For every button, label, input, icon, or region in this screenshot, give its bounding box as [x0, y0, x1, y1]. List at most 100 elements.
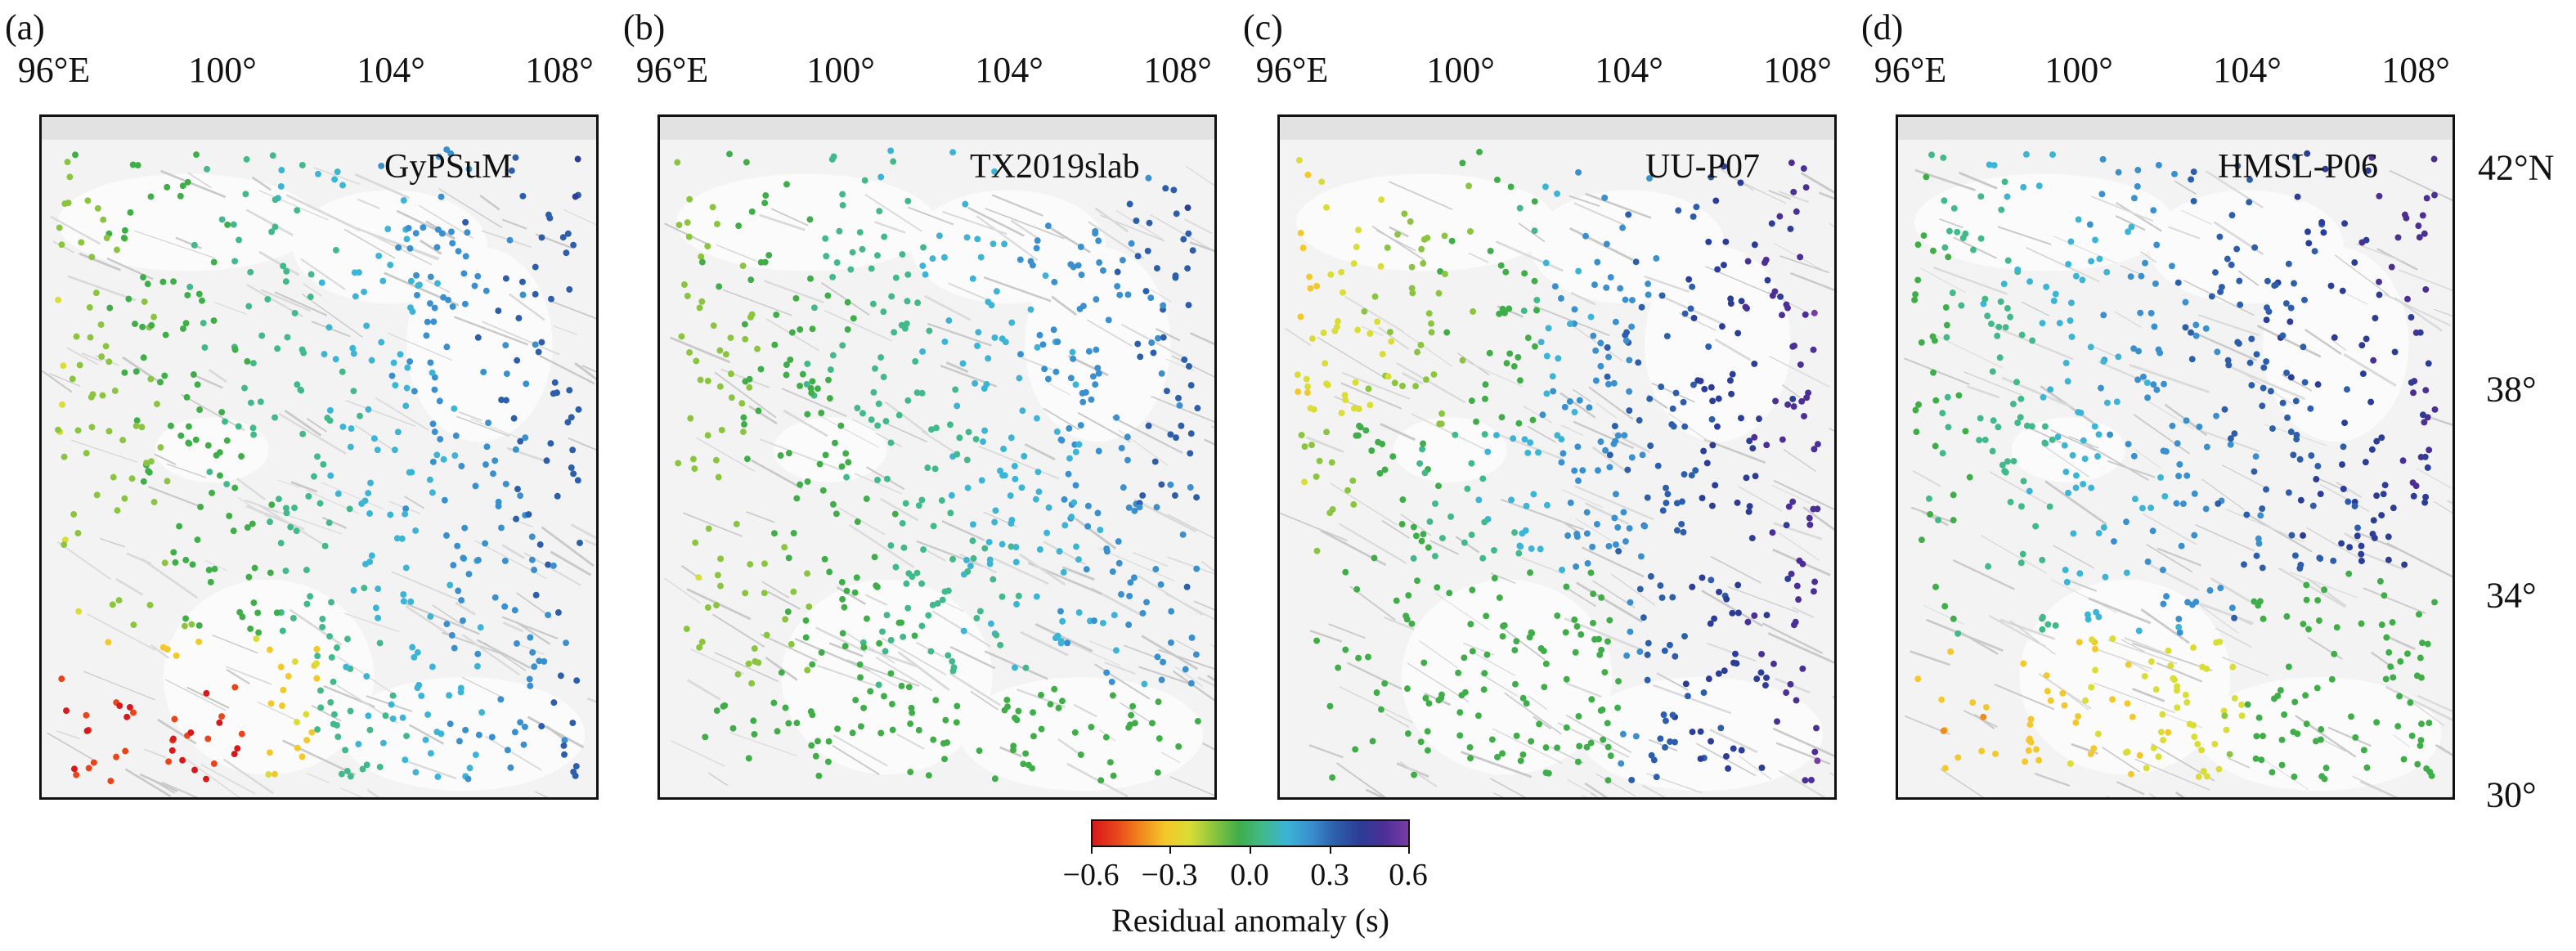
terrain-ridge — [409, 724, 445, 745]
station-dot — [761, 560, 768, 567]
station-dot — [1703, 460, 1711, 467]
station-dot — [1959, 235, 1967, 242]
terrain-ridge — [2347, 294, 2368, 305]
station-dot — [1653, 774, 1660, 781]
terrain-ridge — [2434, 308, 2453, 317]
station-dot — [1350, 260, 1358, 267]
station-dot — [993, 288, 1000, 295]
station-dot — [545, 561, 552, 568]
terrain-ridge — [1151, 395, 1214, 423]
station-dot — [845, 459, 852, 466]
station-dot — [2040, 393, 2047, 401]
station-dot — [1685, 276, 1693, 283]
station-dot — [1938, 696, 1945, 703]
station-dot — [441, 496, 448, 504]
station-dot — [2264, 277, 2271, 285]
station-dot — [2147, 658, 2155, 666]
station-dot — [1533, 307, 1540, 314]
terrain-ridge — [1923, 604, 1964, 625]
station-dot — [339, 368, 346, 375]
station-dot — [1620, 509, 1627, 516]
terrain-ridge — [1576, 581, 1643, 623]
terrain-ridge — [357, 227, 439, 261]
station-dot — [697, 376, 704, 384]
station-dot — [2079, 276, 2086, 284]
station-dot — [1388, 338, 1395, 345]
station-dot — [1673, 500, 1681, 507]
station-dot — [2269, 425, 2276, 433]
station-dot — [1034, 343, 1041, 351]
station-dot — [1669, 711, 1676, 719]
station-dot — [1789, 498, 1797, 505]
station-dot — [433, 451, 441, 459]
station-dot — [908, 704, 915, 711]
terrain-ridge — [534, 791, 549, 797]
station-dot — [2367, 398, 2375, 406]
station-dot — [1183, 583, 1191, 590]
station-dot — [471, 282, 478, 289]
station-dot — [2212, 269, 2219, 276]
station-dot — [2419, 411, 2426, 419]
station-dot — [2426, 720, 2433, 727]
station-dot — [1054, 339, 1061, 345]
station-dot — [374, 446, 381, 454]
terrain-ridge — [664, 222, 710, 246]
station-dot — [370, 435, 378, 442]
station-dot — [2231, 695, 2238, 702]
station-dot — [161, 559, 168, 567]
station-dot — [1118, 590, 1124, 598]
station-dot — [2152, 686, 2160, 693]
station-dot — [1997, 298, 2004, 305]
station-dot — [1129, 702, 1137, 710]
station-dot — [1133, 218, 1140, 224]
station-dot — [911, 632, 918, 639]
station-dot — [2088, 258, 2095, 265]
station-dot — [1542, 259, 1550, 267]
terrain-ridge — [1920, 267, 1966, 294]
station-dot — [1929, 333, 1936, 340]
station-dot — [294, 207, 301, 214]
station-dot — [905, 684, 913, 691]
station-dot — [114, 507, 121, 514]
terrain-ridge — [993, 557, 1049, 585]
terrain-basin — [959, 677, 1204, 792]
station-dot — [1590, 619, 1596, 626]
station-dot — [2188, 356, 2196, 363]
station-dot — [1010, 742, 1017, 750]
station-dot — [954, 451, 961, 458]
station-dot — [1461, 539, 1468, 546]
station-dot — [300, 349, 307, 357]
station-dot — [1531, 227, 1538, 235]
station-dot — [2115, 353, 2122, 361]
station-dot — [1610, 379, 1618, 387]
station-dot — [1783, 689, 1790, 696]
station-dot — [778, 669, 785, 676]
station-dot — [366, 510, 374, 517]
station-dot — [870, 388, 877, 396]
station-dot — [2161, 492, 2169, 500]
station-dot — [521, 723, 528, 730]
station-dot — [414, 648, 421, 656]
station-dot — [812, 752, 819, 760]
station-dot — [1350, 500, 1358, 508]
station-dot — [400, 598, 407, 605]
station-dot — [1467, 621, 1474, 628]
station-dot — [1692, 467, 1699, 474]
station-dot — [1019, 407, 1026, 415]
terrain-ridge — [1641, 784, 1667, 797]
station-dot — [1029, 765, 1036, 772]
station-dot — [1102, 733, 1110, 741]
station-dot — [874, 477, 882, 483]
station-dot — [720, 702, 727, 710]
terrain-ridge — [563, 209, 596, 226]
lat-label-34: 34° — [2486, 575, 2537, 616]
station-dot — [1984, 312, 1991, 320]
station-dot — [1455, 669, 1462, 676]
station-dot — [328, 653, 335, 661]
colorbar-tickmark — [1091, 847, 1093, 854]
terrain-ridge — [539, 355, 595, 385]
terrain-ridge — [1773, 479, 1834, 511]
station-dot — [2363, 335, 2370, 343]
station-dot — [734, 671, 742, 678]
station-dot — [74, 427, 82, 434]
